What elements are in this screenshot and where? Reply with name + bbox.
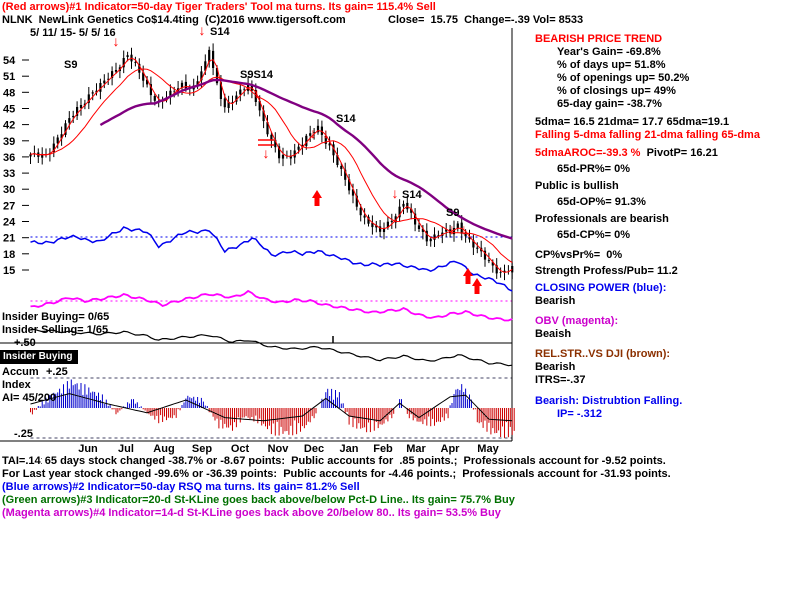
analysis-line: % of openings up= 50.2% xyxy=(557,72,690,84)
analysis-line: % of days up= 51.8% xyxy=(557,59,666,71)
analysis-line: Bearish xyxy=(535,295,576,307)
analysis-line: IP= -.312 xyxy=(557,408,602,420)
date-range: 5/ 11/ 15- 5/ 5/ 16 xyxy=(30,27,116,39)
svg-text:33: 33 xyxy=(3,168,15,180)
svg-text:S9: S9 xyxy=(64,59,77,71)
ma-fast-line xyxy=(30,57,513,273)
svg-text:27: 27 xyxy=(3,200,15,212)
svg-text:48: 48 xyxy=(3,87,15,99)
svg-text:42: 42 xyxy=(3,120,15,132)
analysis-line: Strength Profess/Pub= 11.2 xyxy=(535,265,678,277)
svg-text:May: May xyxy=(477,443,499,455)
tai-overlay-label: TAI=.14 xyxy=(2,455,41,467)
svg-text:51: 51 xyxy=(3,71,15,83)
svg-text:30: 30 xyxy=(3,184,15,196)
svg-text:Apr: Apr xyxy=(441,443,461,455)
analysis-line: 65d-OP%= 91.3% xyxy=(557,196,646,208)
analysis-line: Public is bullish xyxy=(535,180,619,192)
analysis-line: Bearish xyxy=(535,361,576,373)
analysis-line: OBV (magenta): xyxy=(535,315,619,327)
analysis-line: 65d-CP%= 0% xyxy=(557,229,631,241)
svg-text:↓: ↓ xyxy=(310,125,317,141)
svg-text:↓: ↓ xyxy=(254,85,261,101)
svg-text:↓: ↓ xyxy=(461,221,468,237)
insider-selling-count-label: Insider Selling= 1/65 xyxy=(2,324,109,336)
minus25-scale-label: -.25 xyxy=(14,428,33,440)
grid-lines xyxy=(0,28,513,442)
svg-text:↓: ↓ xyxy=(449,221,456,237)
svg-text:Dec: Dec xyxy=(304,443,324,455)
analysis-line: Falling 5-dma falling 21-dma falling 65-… xyxy=(535,129,760,141)
insider-buying-panel-title: Insider Buying xyxy=(0,350,78,364)
svg-text:↓: ↓ xyxy=(263,145,270,161)
analysis-line: REL.STR..VS DJI (brown): xyxy=(535,348,671,360)
svg-text:Sep: Sep xyxy=(192,443,212,455)
analysis-line: 65-day gain= -38.7% xyxy=(557,98,662,110)
analysis-line: Professionals are bearish xyxy=(535,213,669,225)
svg-text:Jan: Jan xyxy=(340,443,359,455)
analysis-line: Bearish: Distrubtion Falling. xyxy=(535,395,683,407)
svg-text:18: 18 xyxy=(3,249,15,261)
analysis-line: 5dma= 16.5 21dma= 17.7 65dma=19.1 xyxy=(535,116,730,128)
svg-text:21: 21 xyxy=(3,233,15,245)
svg-text:Nov: Nov xyxy=(268,443,290,455)
ai-line xyxy=(30,393,513,422)
svg-text:36: 36 xyxy=(3,152,15,164)
accum-histogram xyxy=(30,379,515,438)
analysis-line: Year's Gain= -69.8% xyxy=(557,46,661,58)
index-label: Index xyxy=(2,379,31,391)
footer-line: For Last year stock changed -99.6% or -3… xyxy=(2,468,671,480)
ma-slow-line xyxy=(99,78,513,240)
quote-line: Close= 15.75 Change=-.39 Vol= 8533 xyxy=(388,14,584,26)
obv-line xyxy=(30,289,513,322)
relative-strength-line xyxy=(30,328,513,367)
svg-text:S14: S14 xyxy=(336,113,356,125)
analysis-line: % of closings up= 49% xyxy=(557,85,676,97)
analysis-line: ITRS=-.37 xyxy=(535,374,586,386)
price-scale: 54 51 48 45 42 39 36 33 30 27 24 21 18 15 xyxy=(3,55,29,277)
svg-text:S9S14: S9S14 xyxy=(240,69,274,81)
svg-text:Aug: Aug xyxy=(153,443,174,455)
svg-text:Mar: Mar xyxy=(406,443,426,455)
svg-text:↓: ↓ xyxy=(113,33,120,49)
svg-text:Feb: Feb xyxy=(373,443,393,455)
analysis-line: BEARISH PRICE TREND xyxy=(535,33,663,45)
svg-text:↓: ↓ xyxy=(392,185,399,201)
analysis-line: 5dmaAROC=-39.3 % PivotP= 16.21 xyxy=(535,147,718,159)
svg-text:54: 54 xyxy=(3,55,16,67)
svg-text:↓: ↓ xyxy=(323,125,330,141)
chart-title: NLNK NewLink Genetics Co$14.4ting (C)201… xyxy=(2,14,346,26)
footer-line: For last 65 days stock changed -38.7% or… xyxy=(2,455,666,467)
analysis-line: Beaish xyxy=(535,328,572,340)
indicator1-legend: (Red arrows)#1 Indicator=50-day Tiger Tr… xyxy=(2,1,436,13)
svg-text:↓: ↓ xyxy=(199,22,206,38)
analysis-line: 65d-PR%= 0% xyxy=(557,163,631,175)
insider-buying-count-label: Insider Buying= 0/65 xyxy=(2,311,110,323)
analysis-line: CLOSING POWER (blue): xyxy=(535,282,667,294)
plus50-scale-label: +.50 xyxy=(14,337,36,349)
svg-text:Jun: Jun xyxy=(78,443,98,455)
accum-label: Accum xyxy=(2,366,39,378)
svg-text:39: 39 xyxy=(3,136,15,148)
footer-line: (Blue arrows)#2 Indicator=50-day RSQ ma … xyxy=(2,481,360,493)
svg-text:S9: S9 xyxy=(446,207,459,219)
svg-text:S14: S14 xyxy=(402,189,422,201)
svg-text:S14: S14 xyxy=(210,26,230,38)
svg-text:Oct: Oct xyxy=(231,443,250,455)
footer-line: (Magenta arrows)#4 Indicator=14-d St-KLi… xyxy=(2,507,501,519)
svg-text:Jul: Jul xyxy=(118,443,134,455)
month-axis: Jun Jul Aug Sep Oct Nov Dec Jan Feb Mar Apr May xyxy=(78,443,499,455)
svg-text:15: 15 xyxy=(3,265,15,277)
ma-mid-line xyxy=(30,68,513,264)
closing-power-line xyxy=(30,226,513,292)
footer-line: (Green arrows)#3 Indicator=20-d St-KLine… xyxy=(2,494,515,506)
svg-text:45: 45 xyxy=(3,103,15,115)
svg-text:24: 24 xyxy=(3,217,16,229)
ai-value-label: AI= 45/200 xyxy=(2,392,57,404)
analysis-line: CP%vsPr%= 0% xyxy=(535,249,623,261)
plus25-scale-label: +.25 xyxy=(46,366,68,378)
